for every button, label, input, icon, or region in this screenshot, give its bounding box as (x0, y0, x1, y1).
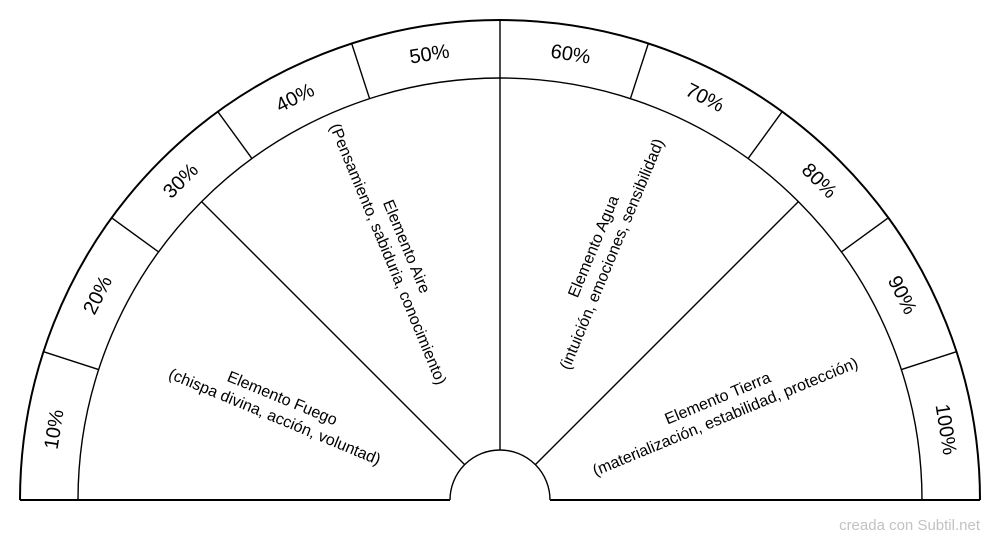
sector-sublabel: (Pensamiento, sabiduria, conocimiento) (326, 121, 449, 387)
sector-sublabel: (materialización, estabilidad, protecció… (590, 355, 860, 480)
scale-label: 20% (79, 272, 117, 318)
scale-label: 50% (408, 41, 451, 69)
scale-divider (111, 217, 160, 253)
chart-geometry (19, 19, 981, 501)
sector-label-group: Elemento Tierra(materialización, estabil… (590, 355, 860, 480)
scale-divider (351, 43, 371, 99)
sector-divider (534, 201, 799, 466)
scale-divider (629, 43, 649, 99)
scale-label: 30% (159, 159, 203, 203)
scale-label: 80% (797, 159, 841, 203)
hub-arc (449, 449, 551, 501)
scale-label: 10% (41, 408, 69, 451)
sector-labels: Elemento Fuego(chispa divina, acción, vo… (166, 121, 861, 480)
scale-label: 60% (549, 41, 592, 69)
scale-label: 90% (883, 272, 921, 318)
scale-label: 70% (682, 79, 728, 117)
sector-sublabel: (chispa divina, acción, voluntad) (166, 366, 383, 469)
sector-sublabel: (intuición, emociones, sensibilidad) (557, 137, 668, 373)
scale-label: 100% (931, 402, 961, 456)
sector-label-group: Elemento Fuego(chispa divina, acción, vo… (166, 366, 383, 469)
scale-label: 40% (272, 79, 318, 117)
scale-divider (840, 217, 889, 253)
sector-divider (201, 201, 466, 466)
credit-text: creada con Subtil.net (839, 517, 980, 534)
scale-divider (43, 351, 99, 371)
scale-divider (747, 111, 783, 160)
sector-label-group: Elemento Agua(intuición, emociones, sens… (557, 137, 668, 373)
scale-divider (217, 111, 253, 160)
scale-divider (901, 351, 957, 371)
